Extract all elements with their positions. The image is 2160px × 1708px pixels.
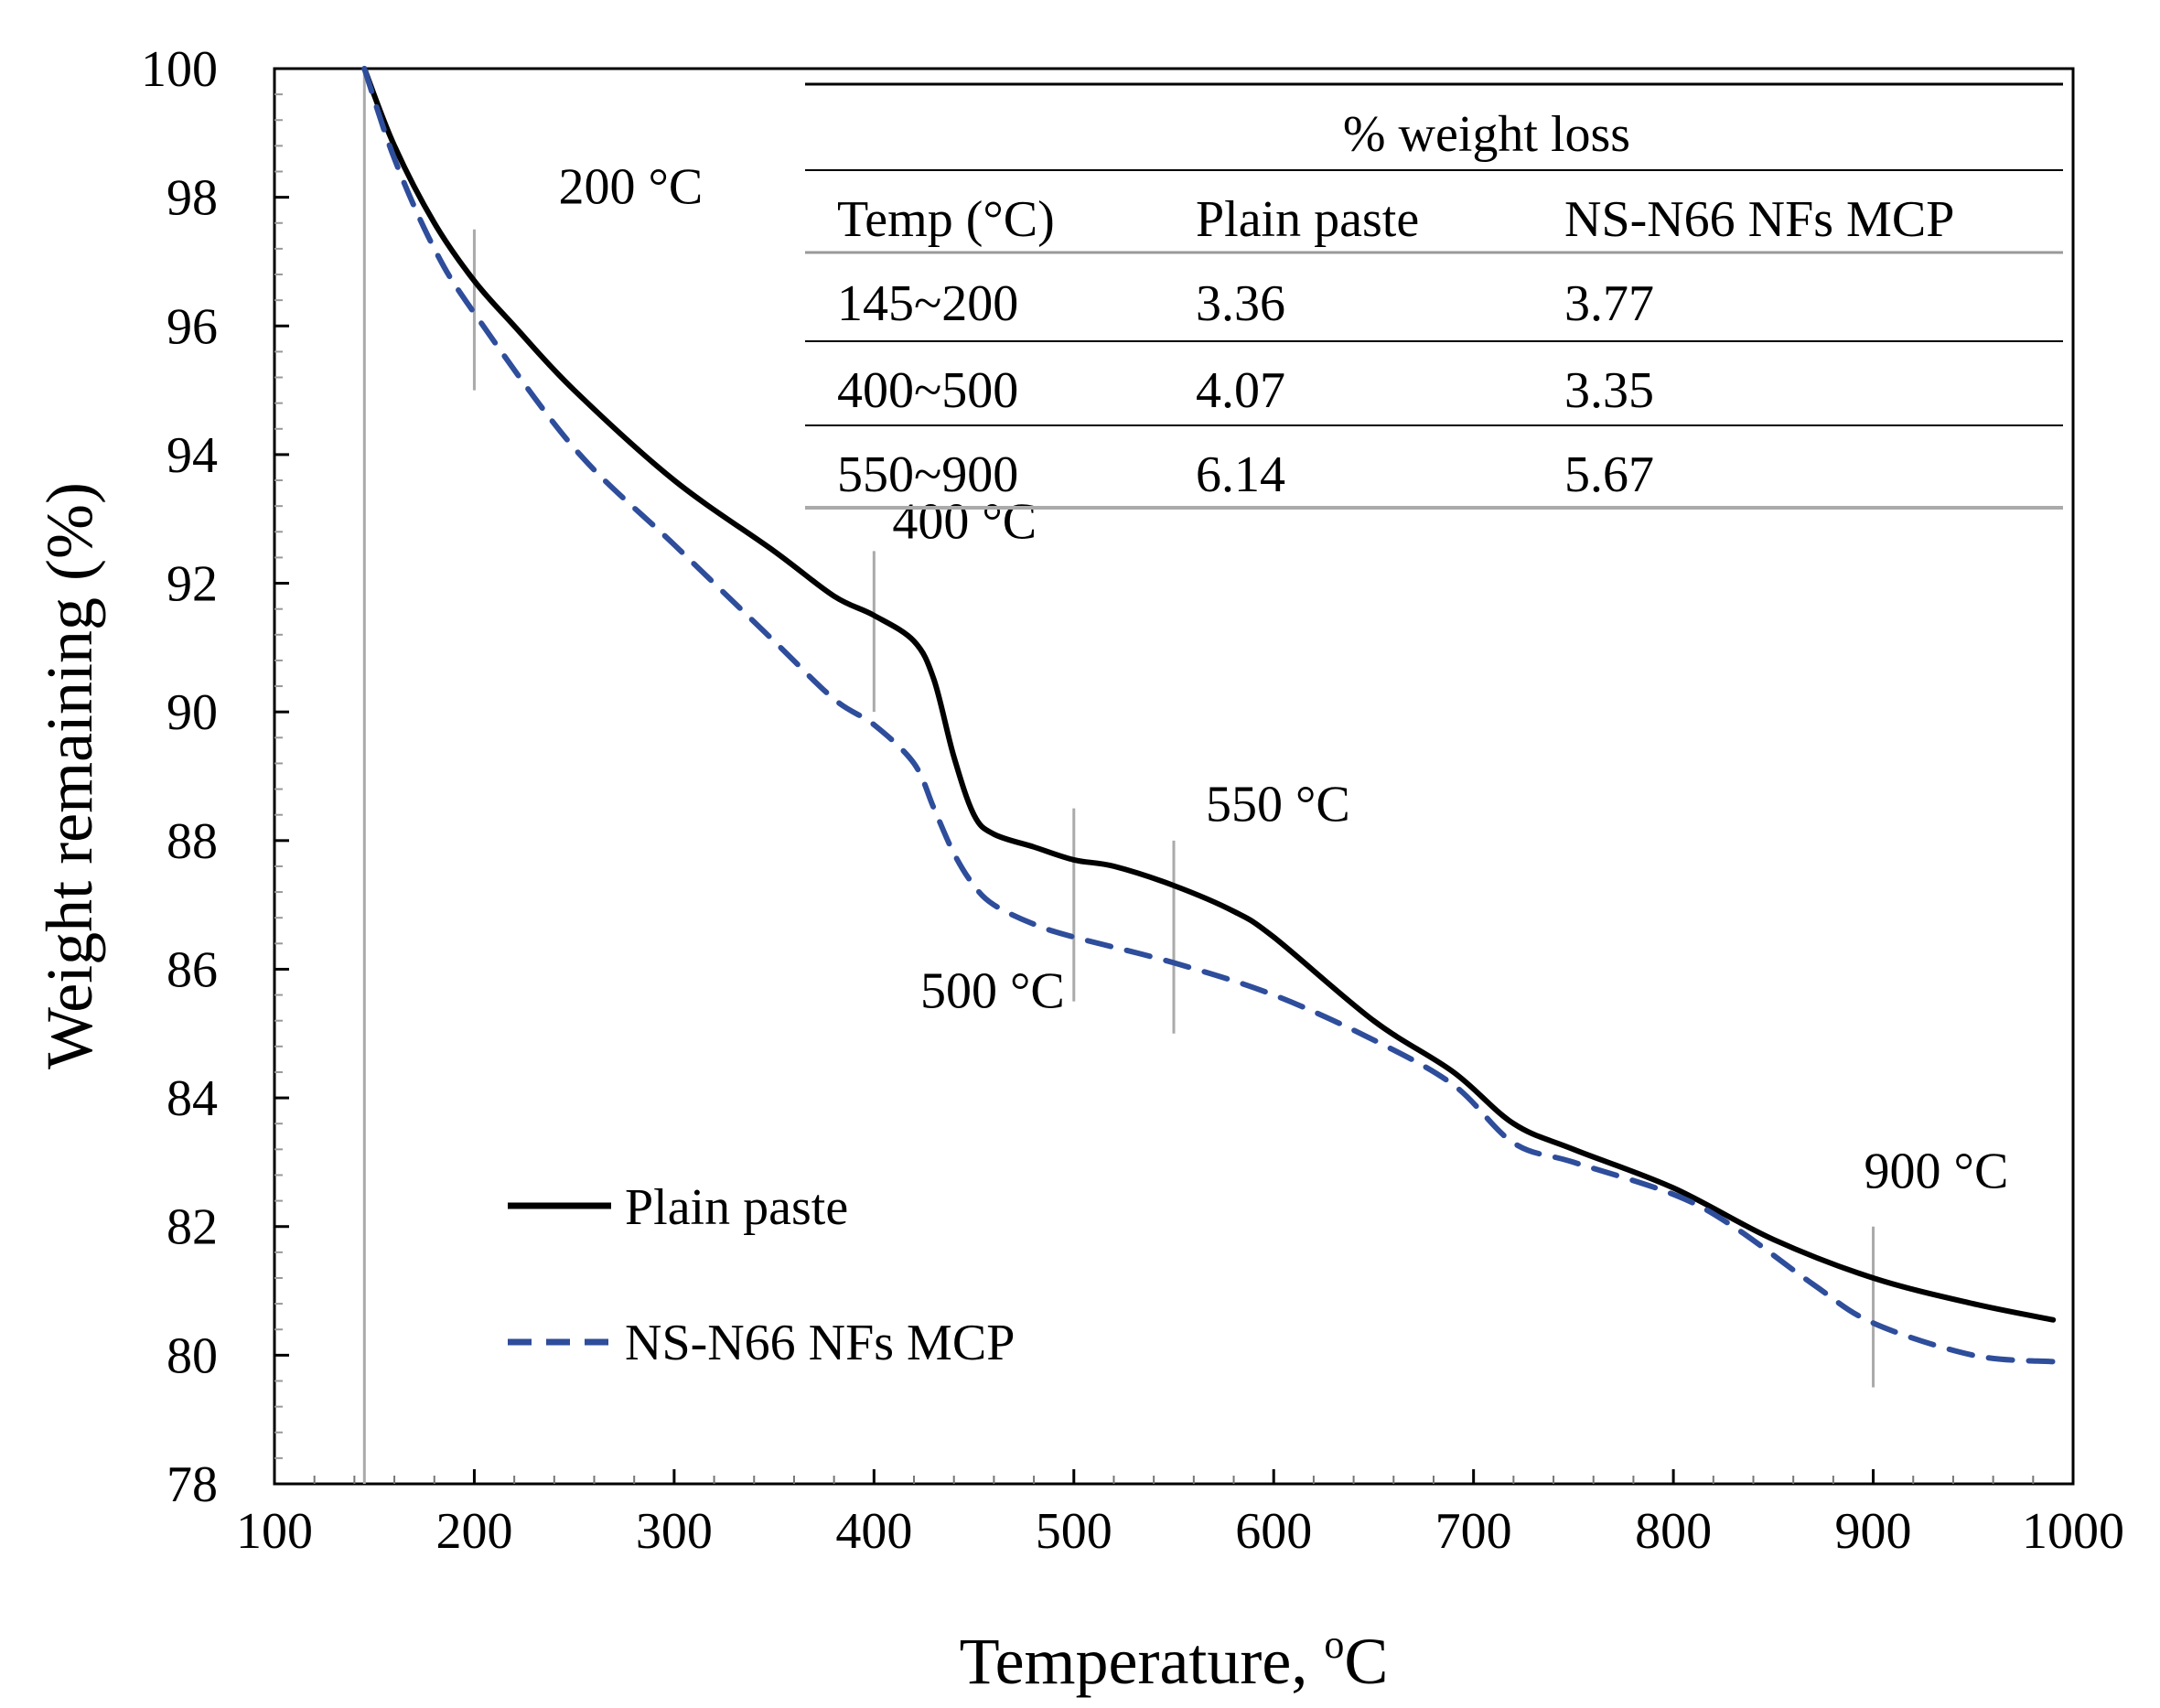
series-line-ns-n66-nfs-mcp [361, 66, 2057, 1365]
table-title: % weight loss [1343, 106, 1630, 163]
x-tick-label-300: 300 [636, 1503, 713, 1560]
x-axis-title-main: Temperature, [960, 1625, 1325, 1698]
y-tick-label-92: 92 [167, 556, 218, 613]
y-tick-label-90: 90 [167, 684, 218, 741]
x-axis-title: Temperature, oC [960, 1622, 1389, 1698]
x-tick-label-400: 400 [835, 1503, 912, 1560]
annotation-400c: 400 °C [892, 493, 1037, 550]
x-tick-labels: 100 200 300 400 500 600 700 800 900 1000 [236, 1503, 2124, 1560]
x-tick-label-500: 500 [1036, 1503, 1112, 1560]
table-cell-r1-temp: 145~200 [837, 275, 1018, 332]
plot-frame [273, 67, 2075, 1486]
legend-label-plain-paste: Plain paste [625, 1179, 848, 1236]
table-cell-r3-plain: 6.14 [1196, 446, 1285, 503]
temperature-reference-lines [362, 69, 1875, 1484]
y-tick-label-82: 82 [167, 1199, 218, 1256]
table-cell-r1-ns: 3.77 [1564, 275, 1654, 332]
y-tick-label-96: 96 [167, 298, 218, 355]
legend-label-ns-n66: NS-N66 NFs MCP [625, 1315, 1015, 1371]
table-cell-r3-ns: 5.67 [1564, 446, 1654, 503]
legend: Plain paste NS-N66 NFs MCP [508, 1179, 1015, 1371]
y-tick-label-94: 94 [167, 427, 218, 484]
table-header-ns: NS-N66 NFs MCP [1564, 191, 1954, 248]
x-tick-label-100: 100 [236, 1503, 313, 1560]
x-tick-label-800: 800 [1635, 1503, 1712, 1560]
x-tick-label-200: 200 [435, 1503, 512, 1560]
y-tick-label-88: 88 [167, 813, 218, 870]
x-tick-label-900: 900 [1835, 1503, 1912, 1560]
x-axis-title-degree: o [1324, 1622, 1344, 1667]
y-tick-label-100: 100 [141, 41, 218, 98]
x-tick-label-700: 700 [1435, 1503, 1512, 1560]
annotation-200c: 200 °C [558, 159, 703, 216]
annotation-500c: 500 °C [920, 963, 1065, 1020]
series-lines [361, 66, 2057, 1365]
y-tick-label-78: 78 [167, 1456, 218, 1513]
weight-loss-table: % weight loss Temp (°C) Plain paste NS-N… [805, 82, 2063, 510]
table-cell-r1-plain: 3.36 [1196, 275, 1285, 332]
table-header-temp: Temp (°C) [837, 191, 1055, 248]
table-cell-r2-ns: 3.35 [1564, 362, 1654, 419]
y-tick-labels: 78 80 82 84 86 88 90 92 94 96 98 100 [141, 41, 218, 1513]
y-axis-title: Weight remaining (%) [33, 482, 106, 1069]
x-tick-label-1000: 1000 [2022, 1503, 2124, 1560]
axis-ticks [273, 67, 2075, 1486]
table-cell-r3-temp: 550~900 [837, 446, 1018, 503]
x-tick-label-600: 600 [1235, 1503, 1312, 1560]
y-tick-label-80: 80 [167, 1327, 218, 1384]
y-tick-label-86: 86 [167, 941, 218, 998]
temperature-annotations: 200 °C 400 °C 500 °C 550 °C 900 °C [558, 159, 2008, 1200]
y-tick-label-84: 84 [167, 1070, 218, 1127]
table-cell-r2-plain: 4.07 [1196, 362, 1285, 419]
table-cell-r2-temp: 400~500 [837, 362, 1018, 419]
table-header-plain: Plain paste [1196, 191, 1419, 248]
annotation-900c: 900 °C [1864, 1144, 2009, 1200]
annotation-550c: 550 °C [1206, 777, 1350, 833]
series-line-plain-paste [361, 66, 2057, 1323]
y-tick-label-98: 98 [167, 170, 218, 227]
x-axis-title-unit: C [1344, 1625, 1388, 1698]
